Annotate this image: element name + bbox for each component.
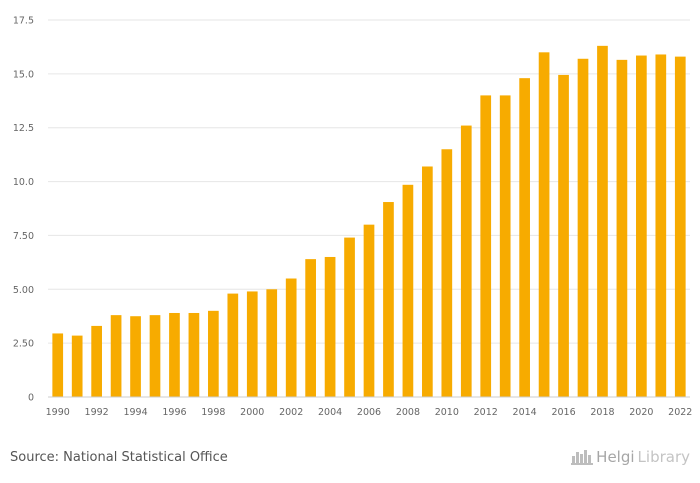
x-tick-label: 2004: [318, 407, 342, 418]
bar-2002: [285, 278, 297, 397]
bar-2004: [324, 256, 336, 397]
bar-2017: [577, 58, 589, 398]
x-tick-label: 2000: [240, 407, 264, 418]
bar-2000: [246, 291, 258, 397]
bar-1997: [188, 312, 200, 397]
x-tick-label: 1998: [201, 407, 225, 418]
bar-2005: [344, 237, 355, 397]
x-tick-label: 2012: [474, 407, 498, 418]
bar-2012: [480, 95, 492, 398]
x-axis-labels: 1990 1992 1994 1996 1998 2000 2002 2004 2006 2008…: [46, 407, 693, 418]
bar-1991: [71, 335, 83, 397]
bar-1993: [110, 315, 122, 397]
x-tick-label: 2010: [435, 407, 459, 418]
y-tick-label: 0: [28, 393, 34, 404]
y-tick-label: 2.50: [13, 339, 34, 350]
y-tick-label: 7.50: [13, 231, 34, 242]
x-tick-label: 2018: [590, 407, 614, 418]
bar-2006: [363, 224, 375, 397]
bar-1990: [52, 333, 64, 397]
bar-2018: [597, 45, 608, 397]
x-tick-label: 2014: [513, 407, 537, 418]
bar-2010: [441, 149, 453, 397]
bar-2016: [558, 74, 569, 397]
bar-1994: [130, 316, 141, 397]
source-note: Source: National Statistical Office: [10, 450, 228, 465]
bar-2014: [519, 78, 530, 397]
x-tick-label: 2016: [551, 407, 575, 418]
x-tick-label: 1994: [123, 407, 147, 418]
x-tick-label: 1992: [85, 407, 109, 418]
bar-2003: [305, 259, 316, 397]
bar-2021: [655, 54, 667, 398]
bar-1996: [169, 312, 180, 397]
bar-1992: [91, 325, 102, 397]
bar-2007: [383, 202, 394, 397]
bar-2020: [636, 55, 647, 397]
bar-2011: [460, 125, 472, 397]
city-skyline-icon: [571, 450, 594, 465]
y-tick-label: 12.5: [13, 123, 34, 134]
x-tick-label: 2020: [629, 407, 653, 418]
bar-1998: [208, 310, 219, 397]
bars: [52, 45, 686, 398]
bar-2008: [402, 184, 414, 397]
helgi-library-logo: Helgi Library: [571, 448, 690, 466]
y-tick-label: 15.0: [13, 69, 34, 80]
x-tick-label: 2022: [668, 407, 692, 418]
bar-2022: [674, 56, 686, 397]
logo-text-library: Library: [637, 448, 690, 466]
bar-1995: [149, 315, 161, 397]
bar-2001: [266, 289, 278, 397]
x-tick-label: 1990: [46, 407, 70, 418]
x-tick-label: 2002: [279, 407, 303, 418]
bar-2013: [499, 95, 511, 398]
bar-2019: [616, 59, 628, 398]
x-tick-label: 2008: [396, 407, 420, 418]
y-tick-label: 17.5: [13, 16, 34, 27]
x-tick-label: 2006: [357, 407, 381, 418]
bar-2009: [422, 166, 433, 397]
y-axis-labels: 0 2.50 5.00 7.50 10.0 12.5 15.0 17.5: [13, 16, 34, 404]
x-tick-label: 1996: [162, 407, 186, 418]
bar-2015: [538, 52, 550, 398]
y-tick-label: 5.00: [13, 285, 34, 296]
logo-text-helgi: Helgi: [596, 448, 635, 466]
bar-1999: [227, 293, 239, 397]
y-tick-label: 10.0: [13, 177, 34, 188]
